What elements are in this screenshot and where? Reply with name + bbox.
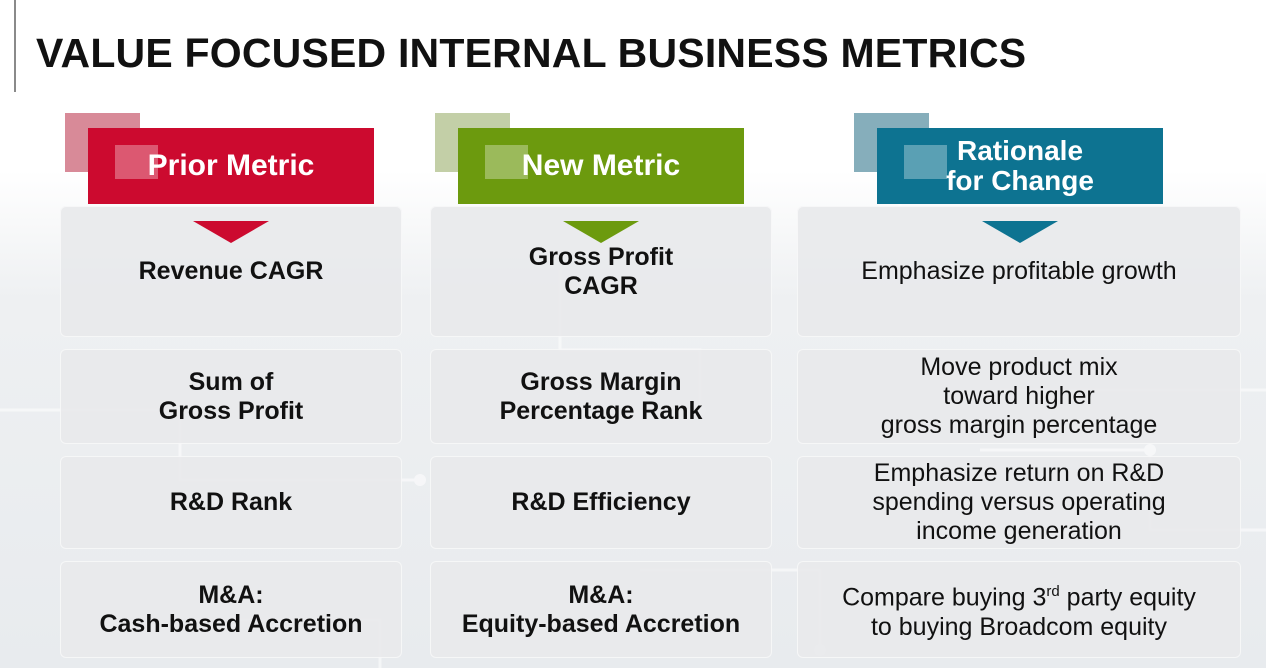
new-header-highlight-square <box>485 145 528 179</box>
rationale-row4-line2: to buying Broadcom equity <box>870 612 1167 641</box>
prior-pointer-icon <box>193 221 269 243</box>
new-metric-row2: Gross Margin Percentage Rank <box>499 367 703 425</box>
new-cell-row4: M&A: Equity-based Accretion <box>430 561 772 658</box>
rationale-row4-post: party equity <box>1059 583 1196 612</box>
rationale-pointer-icon <box>982 221 1058 243</box>
new-metric-row3: R&D Efficiency <box>511 488 691 516</box>
rationale-row3: Emphasize return on R&D spending versus … <box>872 459 1166 545</box>
rationale-row4-pre: Compare buying 3 <box>842 583 1047 612</box>
page-title: VALUE FOCUSED INTERNAL BUSINESS METRICS <box>36 30 1027 76</box>
rationale-row4-sup: rd <box>1046 583 1060 601</box>
prior-metric-row3: R&D Rank <box>169 488 293 516</box>
new-metric-row4: M&A: Equity-based Accretion <box>461 580 741 638</box>
left-rule <box>14 0 16 92</box>
prior-metric-label: Prior Metric <box>147 149 315 182</box>
rationale-cell-row4: Compare buying 3rd party equity to buyin… <box>797 561 1241 658</box>
prior-metric-row2: Sum of Gross Profit <box>158 367 304 425</box>
rationale-row4-line1: Compare buying 3rd party equity <box>842 577 1196 612</box>
rationale-cell-row3: Emphasize return on R&D spending versus … <box>797 456 1241 549</box>
rationale-header-highlight-square <box>904 145 947 179</box>
rationale-label-line2: for Change <box>946 165 1094 196</box>
prior-cell-row2: Sum of Gross Profit <box>60 349 402 444</box>
new-pointer-icon <box>563 221 639 243</box>
prior-metric-row1: Revenue CAGR <box>138 257 324 285</box>
rationale-cell-row2: Move product mix toward higher gross mar… <box>797 349 1241 444</box>
new-cell-row3: R&D Efficiency <box>430 456 772 549</box>
rationale-label-line1: Rationale <box>956 135 1084 166</box>
rationale-row2: Move product mix toward higher gross mar… <box>880 353 1158 439</box>
prior-cell-row3: R&D Rank <box>60 456 402 549</box>
new-metric-label: New Metric <box>521 149 681 182</box>
prior-cell-row4: M&A: Cash-based Accretion <box>60 561 402 658</box>
rationale-row1: Emphasize profitable growth <box>861 257 1177 285</box>
new-metric-header: New Metric <box>458 128 744 204</box>
prior-metric-row4: M&A: Cash-based Accretion <box>99 580 363 638</box>
new-cell-row2: Gross Margin Percentage Rank <box>430 349 772 444</box>
rationale-header: Rationale for Change <box>877 128 1163 204</box>
new-metric-row1: Gross Profit CAGR <box>528 242 674 300</box>
prior-metric-header: Prior Metric <box>88 128 374 204</box>
prior-header-highlight-square <box>115 145 158 179</box>
